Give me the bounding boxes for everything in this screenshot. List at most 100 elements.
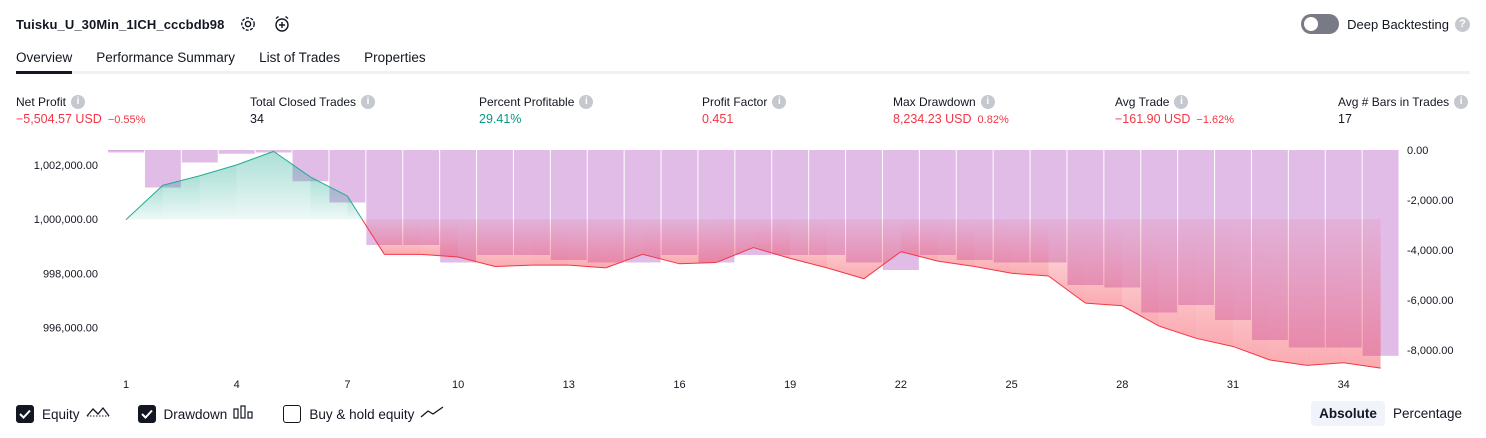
drawdown-bar bbox=[144, 150, 181, 188]
info-icon[interactable]: i bbox=[361, 94, 376, 109]
equity-line-segment bbox=[236, 150, 274, 166]
metric-label: Profit Factor bbox=[702, 94, 768, 109]
metric-avg-trade: Avg Trade i −161.90 USD −1.62% bbox=[1115, 93, 1234, 129]
equity-line-segment bbox=[1085, 302, 1123, 307]
equity-line bbox=[125, 150, 1381, 369]
equity-line-segment bbox=[605, 253, 643, 269]
deep-backtesting-toggle[interactable] bbox=[1301, 14, 1340, 34]
equity-line-segment bbox=[1159, 325, 1197, 339]
equity-area-segment bbox=[458, 219, 495, 267]
equity-area-segment bbox=[1048, 219, 1086, 304]
metric-value: 29.41% bbox=[479, 112, 522, 126]
equity-line-segment bbox=[790, 257, 828, 269]
equity-area-segment bbox=[974, 219, 1012, 274]
absolute-button[interactable]: Absolute bbox=[1311, 401, 1385, 426]
x-tick-label: 31 bbox=[1227, 379, 1239, 391]
equity-line-segment bbox=[1269, 359, 1307, 366]
equity-area-segment bbox=[753, 219, 791, 259]
equity-area-segment bbox=[1233, 219, 1270, 360]
equity-area-segment bbox=[495, 219, 532, 267]
equity-line-segment bbox=[937, 260, 975, 268]
y-right-tick-label: -2,000.00 bbox=[1407, 195, 1453, 207]
metric-value: 34 bbox=[250, 112, 264, 126]
info-icon[interactable]: i bbox=[1454, 94, 1469, 109]
equity-area-segment bbox=[568, 219, 606, 268]
legend-buy-hold-equity[interactable]: Buy & hold equity bbox=[283, 405, 444, 424]
equity-line-segment bbox=[162, 175, 200, 186]
equity-area-segment bbox=[236, 151, 274, 220]
equity-line-segment bbox=[974, 266, 1012, 274]
legend-equity[interactable]: Equity bbox=[16, 405, 110, 424]
equity-area-segment bbox=[162, 175, 200, 220]
drawdown-bar bbox=[255, 150, 292, 153]
equity-area-segment bbox=[1196, 219, 1233, 347]
x-tick-label: 25 bbox=[1005, 379, 1017, 391]
x-tick-label: 10 bbox=[452, 379, 464, 391]
strategy-title: Tuisku_U_30Min_1ICH_cccbdb98 bbox=[16, 16, 225, 32]
tab-bar: Overview Performance Summary List of Tra… bbox=[16, 44, 1470, 74]
percentage-button[interactable]: Percentage bbox=[1392, 406, 1462, 421]
tab-performance-summary[interactable]: Performance Summary bbox=[96, 50, 236, 65]
drawdown-bar bbox=[218, 150, 255, 154]
metric-max-drawdown: Max Drawdown i 8,234.23 USD 0.82% bbox=[893, 93, 1009, 129]
y-left-tick-label: 996,000.00 bbox=[43, 322, 98, 334]
equity-area-segment bbox=[1159, 219, 1197, 339]
x-tick-label: 7 bbox=[344, 379, 350, 391]
metric-value: −5,504.57 USD bbox=[16, 112, 102, 126]
equity-line-segment bbox=[273, 150, 311, 178]
equity-area-segment bbox=[531, 219, 569, 266]
help-icon[interactable]: ? bbox=[1455, 16, 1470, 32]
equity-checkbox[interactable] bbox=[16, 405, 34, 423]
equity-line-segment bbox=[125, 218, 127, 221]
x-tick-label: 4 bbox=[234, 379, 240, 391]
alarm-clock-plus-icon[interactable] bbox=[272, 14, 292, 34]
equity-line-segment bbox=[1306, 362, 1344, 366]
info-icon[interactable]: i bbox=[71, 94, 86, 109]
tab-overview[interactable]: Overview bbox=[16, 44, 73, 74]
gear-icon[interactable] bbox=[238, 14, 258, 34]
equity-area-segment bbox=[827, 219, 864, 279]
metric-label: Avg Trade bbox=[1115, 94, 1170, 109]
equity-line-segment bbox=[1048, 275, 1086, 304]
equity-line-segment bbox=[1011, 272, 1049, 277]
metric-percent-profitable: Percent Profitable i 29.41% bbox=[479, 93, 594, 129]
drawdown-bar bbox=[181, 150, 218, 163]
x-tick-label: 13 bbox=[563, 379, 575, 391]
equity-line-segment bbox=[679, 261, 717, 265]
y-left-tick-label: 1,000,000.00 bbox=[34, 214, 98, 226]
deep-backtesting: Deep Backtesting ? bbox=[1301, 13, 1470, 35]
info-icon[interactable]: i bbox=[1174, 94, 1189, 109]
y-left-tick-label: 998,000.00 bbox=[43, 268, 98, 280]
equity-area-segment bbox=[199, 164, 237, 220]
info-icon[interactable]: i bbox=[579, 94, 594, 109]
equity-line-segment bbox=[199, 164, 237, 177]
tab-list-of-trades[interactable]: List of Trades bbox=[259, 50, 341, 65]
info-icon[interactable]: i bbox=[980, 94, 995, 109]
y-right-tick-label: -4,000.00 bbox=[1407, 245, 1453, 257]
metric-label: Avg # Bars in Trades bbox=[1338, 94, 1450, 109]
equity-area-segment bbox=[605, 219, 643, 268]
equity-line-segment bbox=[457, 256, 496, 268]
x-tick-label: 22 bbox=[895, 379, 907, 391]
metric-avg-bars: Avg # Bars in Trades i 17 bbox=[1338, 93, 1469, 129]
y-left-tick-label: 1,002,000.00 bbox=[34, 160, 98, 172]
equity-line-segment bbox=[753, 247, 791, 259]
equity-area-segment bbox=[1085, 219, 1123, 306]
tab-properties[interactable]: Properties bbox=[364, 50, 426, 65]
drawdown-bars-icon bbox=[233, 404, 255, 424]
x-tick-label: 19 bbox=[784, 379, 796, 391]
metric-percent: 0.82% bbox=[977, 114, 1009, 126]
equity-area-segment bbox=[679, 219, 717, 264]
info-icon[interactable]: i bbox=[772, 94, 787, 109]
legend-drawdown[interactable]: Drawdown bbox=[137, 404, 256, 424]
metric-label: Max Drawdown bbox=[893, 94, 976, 109]
metric-label: Percent Profitable bbox=[479, 94, 575, 109]
drawdown-checkbox[interactable] bbox=[137, 405, 156, 423]
buy-hold-line-icon bbox=[420, 405, 444, 424]
chart-mode-switch: Absolute Percentage bbox=[1311, 401, 1470, 426]
chart-legend: Equity Drawdown Buy & hold equity bbox=[16, 404, 472, 424]
equity-drawdown-chart[interactable]: 1,002,000.00 1,000,000.00 998,000.00 996,00… bbox=[0, 140, 1486, 398]
y-right-tick-label: -8,000.00 bbox=[1407, 345, 1453, 357]
buy-hold-checkbox[interactable] bbox=[283, 405, 302, 423]
equity-line-segment bbox=[346, 195, 363, 220]
